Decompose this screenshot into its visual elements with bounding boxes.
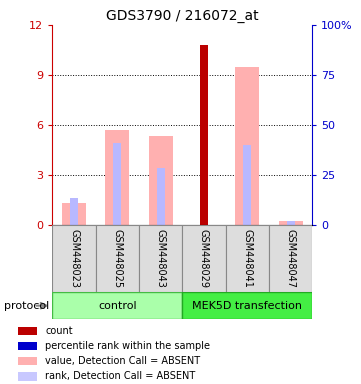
Bar xyxy=(18,372,37,381)
Bar xyxy=(96,225,139,292)
Bar xyxy=(18,327,37,335)
Bar xyxy=(226,225,269,292)
Bar xyxy=(139,225,182,292)
Text: rank, Detection Call = ABSENT: rank, Detection Call = ABSENT xyxy=(45,371,196,381)
Text: protocol: protocol xyxy=(4,301,49,311)
Bar xyxy=(243,145,251,225)
Text: GSM448047: GSM448047 xyxy=(286,229,296,288)
Bar xyxy=(279,221,303,225)
Bar xyxy=(52,292,182,319)
Bar xyxy=(18,357,37,366)
Bar xyxy=(182,292,312,319)
Bar xyxy=(149,136,173,225)
Text: count: count xyxy=(45,326,73,336)
Bar xyxy=(269,225,312,292)
Bar xyxy=(182,225,226,292)
Bar xyxy=(287,221,295,225)
Text: GSM448025: GSM448025 xyxy=(112,229,122,288)
Text: GSM448029: GSM448029 xyxy=(199,229,209,288)
Bar xyxy=(70,198,78,225)
Bar xyxy=(157,168,165,225)
Bar xyxy=(113,143,121,225)
Text: percentile rank within the sample: percentile rank within the sample xyxy=(45,341,210,351)
Text: GSM448041: GSM448041 xyxy=(242,229,252,288)
Bar xyxy=(235,66,259,225)
Bar xyxy=(200,125,208,225)
Text: GSM448023: GSM448023 xyxy=(69,229,79,288)
Bar xyxy=(62,203,86,225)
Text: MEK5D transfection: MEK5D transfection xyxy=(192,301,302,311)
Bar xyxy=(105,130,129,225)
Bar xyxy=(52,225,96,292)
Bar xyxy=(200,45,208,225)
Text: value, Detection Call = ABSENT: value, Detection Call = ABSENT xyxy=(45,356,200,366)
Title: GDS3790 / 216072_at: GDS3790 / 216072_at xyxy=(106,8,258,23)
Bar xyxy=(18,342,37,350)
Text: control: control xyxy=(98,301,136,311)
Text: GSM448043: GSM448043 xyxy=(156,229,166,288)
